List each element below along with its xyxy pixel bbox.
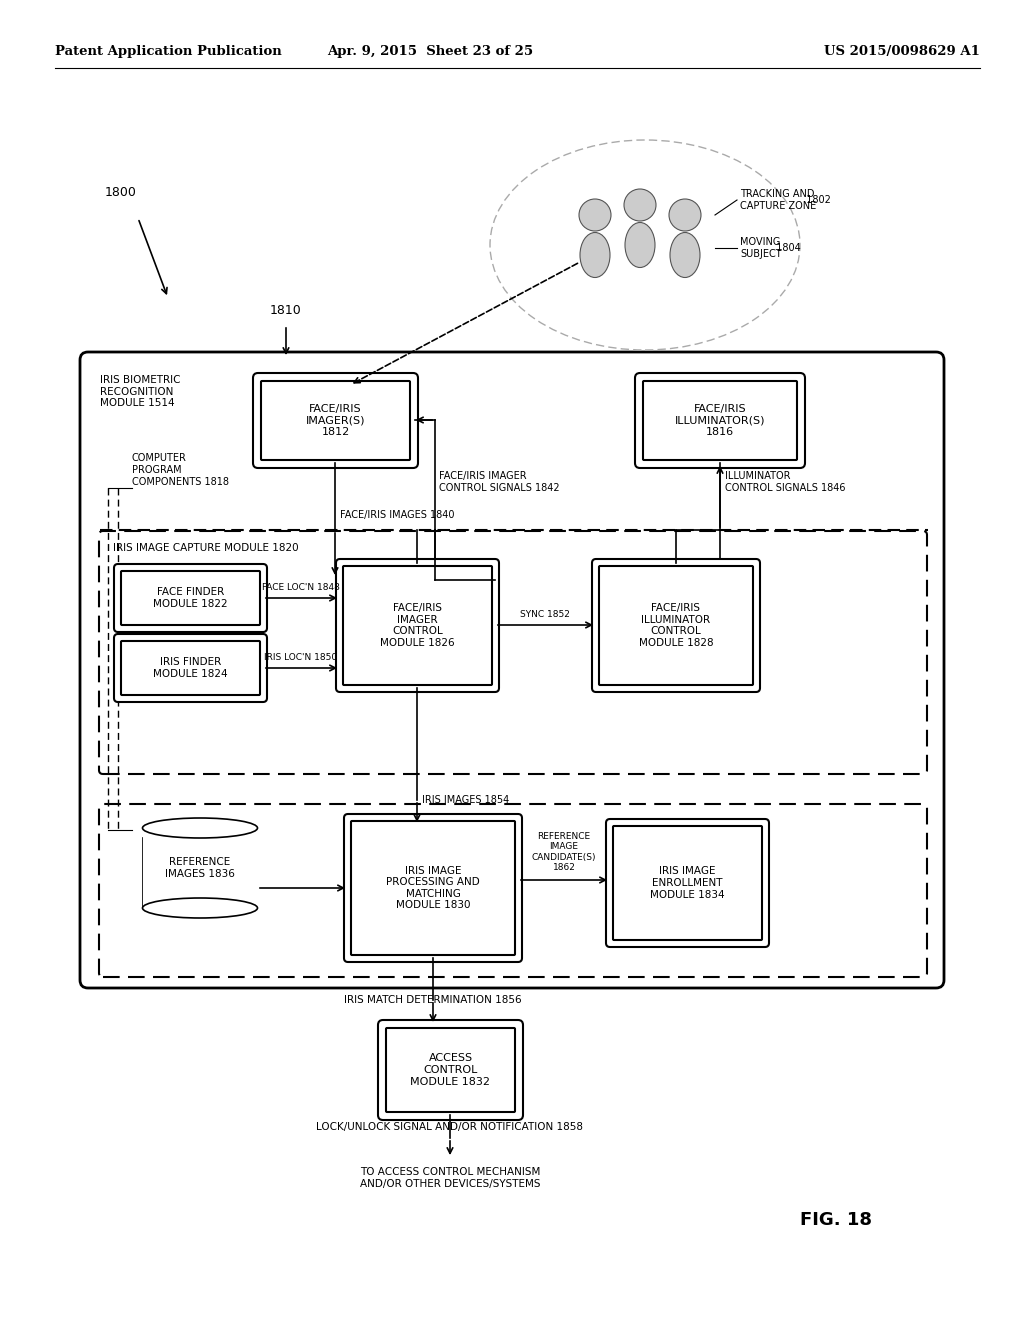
FancyBboxPatch shape [643,381,797,459]
Text: IRIS BIOMETRIC
RECOGNITION
MODULE 1514: IRIS BIOMETRIC RECOGNITION MODULE 1514 [100,375,180,408]
FancyBboxPatch shape [80,352,944,987]
Text: TRACKING AND
CAPTURE ZONE: TRACKING AND CAPTURE ZONE [740,189,816,211]
FancyBboxPatch shape [635,374,805,469]
Text: FACE/IRIS
IMAGER
CONTROL
MODULE 1826: FACE/IRIS IMAGER CONTROL MODULE 1826 [380,603,455,648]
Text: TO ACCESS CONTROL MECHANISM
AND/OR OTHER DEVICES/SYSTEMS: TO ACCESS CONTROL MECHANISM AND/OR OTHER… [359,1167,541,1189]
FancyBboxPatch shape [121,572,260,624]
Text: FACE LOC'N 1848: FACE LOC'N 1848 [262,583,340,591]
Text: FACE/IRIS IMAGES 1840: FACE/IRIS IMAGES 1840 [340,510,455,520]
Text: FACE/IRIS
ILLUMINATOR(S)
1816: FACE/IRIS ILLUMINATOR(S) 1816 [675,404,765,437]
FancyBboxPatch shape [261,381,410,459]
Text: FACE/IRIS IMAGER
CONTROL SIGNALS 1842: FACE/IRIS IMAGER CONTROL SIGNALS 1842 [439,471,560,492]
Text: IRIS IMAGE
ENROLLMENT
MODULE 1834: IRIS IMAGE ENROLLMENT MODULE 1834 [650,866,725,900]
Ellipse shape [579,199,611,231]
Ellipse shape [625,223,655,268]
Text: FACE FINDER
MODULE 1822: FACE FINDER MODULE 1822 [154,587,227,609]
FancyBboxPatch shape [99,804,927,977]
FancyBboxPatch shape [114,634,267,702]
Text: 1800: 1800 [105,186,137,198]
FancyBboxPatch shape [606,818,769,946]
Text: IRIS IMAGE
PROCESSING AND
MATCHING
MODULE 1830: IRIS IMAGE PROCESSING AND MATCHING MODUL… [386,866,480,911]
FancyBboxPatch shape [121,642,260,696]
FancyBboxPatch shape [336,558,499,692]
FancyBboxPatch shape [343,566,492,685]
FancyBboxPatch shape [378,1020,523,1119]
Bar [143,828,258,908]
Text: FACE/IRIS
ILLUMINATOR
CONTROL
MODULE 1828: FACE/IRIS ILLUMINATOR CONTROL MODULE 182… [639,603,714,648]
Text: ILLUMINATOR
CONTROL SIGNALS 1846: ILLUMINATOR CONTROL SIGNALS 1846 [725,471,846,492]
Text: FIG. 18: FIG. 18 [800,1210,872,1229]
Text: 1802: 1802 [800,195,830,205]
FancyBboxPatch shape [351,821,515,954]
FancyBboxPatch shape [386,1028,515,1111]
Text: US 2015/0098629 A1: US 2015/0098629 A1 [824,45,980,58]
FancyBboxPatch shape [344,814,522,962]
Text: IRIS LOC'N 1850: IRIS LOC'N 1850 [264,653,338,663]
FancyBboxPatch shape [99,531,927,774]
Text: IRIS IMAGES 1854: IRIS IMAGES 1854 [422,795,509,805]
FancyBboxPatch shape [253,374,418,469]
FancyBboxPatch shape [114,564,267,632]
Text: Apr. 9, 2015  Sheet 23 of 25: Apr. 9, 2015 Sheet 23 of 25 [327,45,534,58]
Ellipse shape [142,898,257,917]
Ellipse shape [142,818,257,838]
Text: IRIS FINDER
MODULE 1824: IRIS FINDER MODULE 1824 [154,657,227,678]
FancyBboxPatch shape [599,566,753,685]
Text: IRIS MATCH DETERMINATION 1856: IRIS MATCH DETERMINATION 1856 [344,995,522,1005]
Text: REFERENCE
IMAGES 1836: REFERENCE IMAGES 1836 [165,857,234,879]
Text: 1804: 1804 [770,243,801,253]
Text: COMPUTER
PROGRAM
COMPONENTS 1818: COMPUTER PROGRAM COMPONENTS 1818 [132,453,229,487]
Text: 1810: 1810 [270,304,302,317]
Text: SYNC 1852: SYNC 1852 [520,610,570,619]
Ellipse shape [580,232,610,277]
Text: LOCK/UNLOCK SIGNAL AND/OR NOTIFICATION 1858: LOCK/UNLOCK SIGNAL AND/OR NOTIFICATION 1… [316,1122,584,1133]
Text: ACCESS
CONTROL
MODULE 1832: ACCESS CONTROL MODULE 1832 [411,1053,490,1086]
Ellipse shape [669,199,701,231]
Text: Patent Application Publication: Patent Application Publication [55,45,282,58]
FancyBboxPatch shape [592,558,760,692]
Ellipse shape [670,232,700,277]
Ellipse shape [624,189,656,220]
Text: IRIS IMAGE CAPTURE MODULE 1820: IRIS IMAGE CAPTURE MODULE 1820 [113,543,299,553]
Text: FACE/IRIS
IMAGER(S)
1812: FACE/IRIS IMAGER(S) 1812 [306,404,366,437]
Text: REFERENCE
IMAGE
CANDIDATE(S)
1862: REFERENCE IMAGE CANDIDATE(S) 1862 [531,832,596,873]
Text: MOVING
SUBJECT: MOVING SUBJECT [740,238,781,259]
FancyBboxPatch shape [613,826,762,940]
